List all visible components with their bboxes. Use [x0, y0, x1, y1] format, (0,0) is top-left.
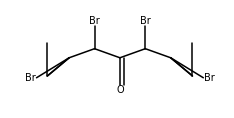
Text: Br: Br — [25, 73, 36, 83]
Text: Br: Br — [89, 16, 100, 25]
Text: Br: Br — [140, 16, 151, 25]
Text: O: O — [116, 85, 124, 95]
Text: Br: Br — [204, 73, 215, 83]
